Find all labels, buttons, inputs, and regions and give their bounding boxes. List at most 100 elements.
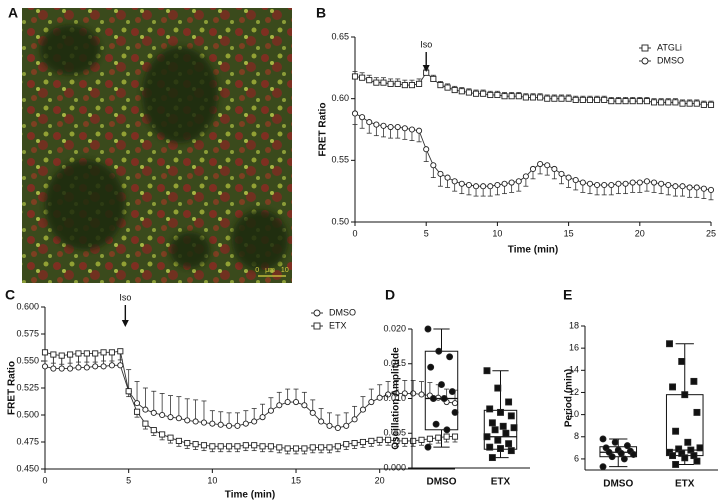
marker	[226, 443, 233, 450]
y-tick-label: 0.600	[16, 301, 39, 311]
marker	[100, 363, 107, 370]
marker	[284, 398, 291, 406]
marker	[430, 162, 437, 169]
marker	[150, 409, 157, 416]
marker	[430, 75, 437, 82]
marker	[175, 437, 182, 444]
marker	[508, 93, 515, 100]
marker	[494, 181, 501, 189]
y-tick-label: 0.010	[383, 393, 406, 403]
marker	[537, 160, 544, 168]
marker	[394, 123, 401, 131]
marker	[480, 183, 487, 190]
y-tick-label: 6	[574, 453, 579, 463]
marker	[558, 170, 565, 177]
marker	[472, 90, 480, 97]
marker	[641, 44, 649, 52]
marker	[641, 57, 649, 65]
marker	[209, 420, 216, 427]
marker	[410, 437, 417, 444]
marker	[226, 422, 233, 429]
marker	[505, 440, 513, 448]
marker	[643, 98, 650, 105]
marker	[666, 340, 673, 348]
marker	[50, 351, 57, 358]
x-tick-label: 10	[207, 475, 217, 485]
marker	[622, 180, 629, 187]
marker	[615, 98, 622, 105]
marker	[599, 435, 607, 443]
marker	[58, 352, 65, 359]
marker	[376, 394, 383, 401]
marker	[401, 390, 408, 397]
y-tick-label: 0.65	[331, 31, 349, 41]
marker	[679, 183, 686, 190]
marker	[292, 398, 300, 406]
marker	[108, 349, 115, 356]
marker	[318, 418, 325, 425]
x-axis-label: Time (min)	[508, 245, 558, 256]
marker	[133, 408, 141, 415]
y-tick-label: 0.020	[383, 323, 406, 333]
marker	[537, 94, 544, 101]
marker	[622, 98, 629, 105]
marker	[184, 440, 191, 447]
x-tick-label: ETX	[491, 477, 511, 488]
marker	[50, 365, 57, 372]
marker	[451, 178, 458, 185]
marker	[125, 388, 132, 395]
marker	[579, 179, 586, 186]
micrograph	[22, 8, 292, 283]
marker	[217, 443, 224, 450]
y-tick-label: 14	[569, 365, 579, 375]
marker	[544, 95, 551, 102]
marker	[41, 349, 49, 356]
marker	[100, 349, 107, 356]
marker	[700, 101, 707, 108]
marker	[678, 357, 686, 365]
marker	[451, 433, 459, 440]
marker	[326, 444, 333, 451]
marker	[117, 362, 124, 369]
marker	[650, 179, 658, 186]
y-tick-label: 0.575	[16, 328, 39, 338]
marker	[401, 82, 408, 89]
marker	[368, 398, 375, 406]
marker	[672, 183, 679, 190]
annotation: Iso	[119, 292, 131, 302]
marker	[200, 419, 208, 426]
marker	[142, 406, 149, 413]
marker	[486, 443, 494, 451]
marker	[681, 391, 689, 399]
marker	[259, 414, 266, 421]
marker	[658, 180, 665, 187]
marker	[529, 165, 537, 173]
y-tick-label: 0.000	[383, 462, 406, 472]
marker	[373, 79, 380, 86]
marker	[669, 452, 677, 460]
marker	[41, 363, 49, 370]
marker	[507, 447, 515, 455]
marker	[617, 449, 625, 457]
y-tick-label: 0.550	[16, 355, 39, 365]
marker	[242, 442, 249, 449]
marker	[690, 377, 698, 385]
marker	[408, 82, 416, 89]
marker	[416, 80, 423, 87]
y-tick-label: 0.60	[331, 93, 349, 103]
x-tick-label: 20	[375, 475, 385, 485]
marker	[696, 444, 704, 452]
marker	[465, 181, 472, 189]
marker	[234, 443, 241, 450]
marker	[586, 180, 594, 187]
marker	[458, 88, 465, 95]
marker	[313, 322, 321, 330]
marker	[494, 436, 502, 444]
marker	[437, 170, 444, 177]
marker	[410, 390, 417, 397]
marker	[487, 91, 494, 99]
marker	[334, 424, 341, 432]
marker	[200, 442, 208, 449]
marker	[636, 98, 643, 105]
marker	[665, 99, 672, 106]
